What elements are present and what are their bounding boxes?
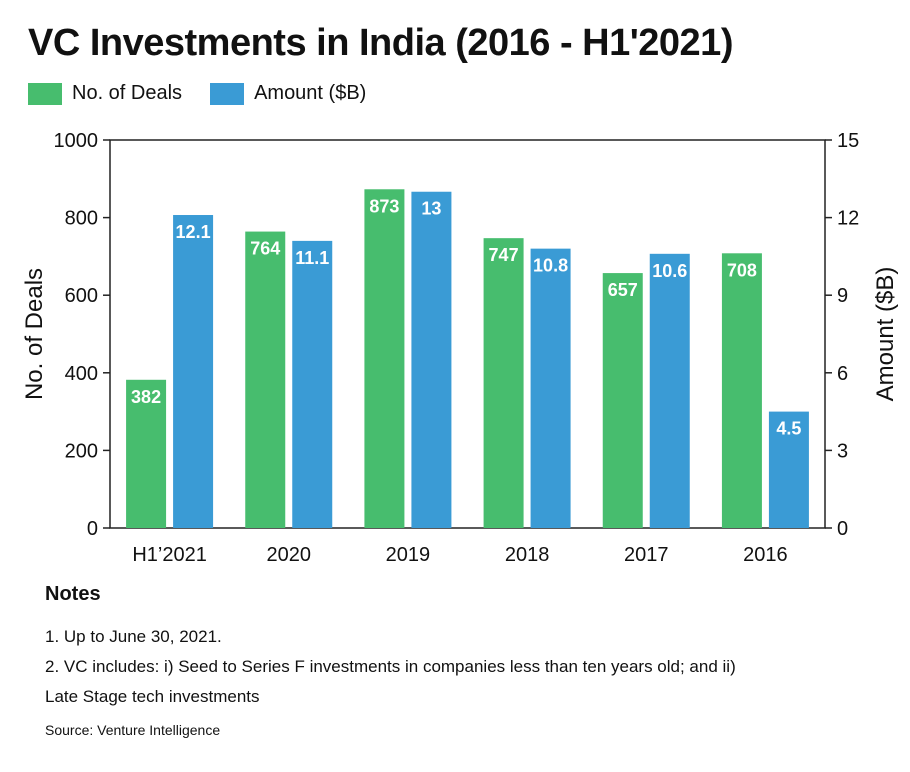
- amount-bar: [530, 248, 571, 528]
- amount-bar-label: 4.5: [776, 419, 801, 439]
- x-tick-label: 2018: [505, 544, 550, 566]
- y2-tick-label: 12: [837, 208, 859, 230]
- x-tick-label: 2020: [267, 544, 312, 566]
- deals-bar: [245, 231, 286, 528]
- amount-bar: [173, 215, 214, 528]
- y2-tick-label: 0: [837, 518, 848, 540]
- deals-bar: [126, 379, 167, 528]
- amount-bar-label: 10.8: [533, 256, 568, 276]
- x-tick-label: H1’2021: [132, 544, 207, 566]
- amount-bar-label: 10.6: [652, 261, 687, 281]
- notes: 1. Up to June 30, 2021. 2. VC includes: …: [45, 622, 875, 712]
- legend-swatch-deals: [28, 82, 62, 105]
- y-tick-label: 1000: [54, 130, 99, 152]
- amount-bar-label: 12.1: [176, 222, 211, 242]
- deals-bar-label: 764: [250, 239, 280, 259]
- deals-bar: [483, 238, 524, 528]
- plot-frame: [109, 139, 826, 529]
- note-line-3: Late Stage tech investments: [45, 687, 260, 706]
- y-tick-label: 400: [65, 363, 98, 385]
- source-note: Source: Venture Intelligence: [45, 722, 221, 738]
- y-tick-label: 200: [65, 440, 98, 462]
- bar-chart: 0 200 400 600 800 1000 0 3 6 9 12 15 No. of Deals Amo…: [21, 130, 899, 566]
- legend-item-deals: No. of Deals: [28, 82, 182, 105]
- deals-bar: [721, 253, 762, 528]
- deals-bar-label: 873: [369, 196, 399, 216]
- y2-tick-label: 15: [837, 130, 859, 152]
- x-tick-label: 2017: [624, 544, 669, 566]
- deals-bar-label: 747: [489, 245, 519, 265]
- deals-bar-label: 708: [727, 260, 757, 280]
- y-tick-label: 0: [87, 518, 98, 540]
- chart-title: VC Investments in India (2016 - H1'2021): [28, 22, 733, 64]
- deals-bar: [602, 273, 643, 528]
- y2-axis-title: Amount ($B): [872, 267, 899, 402]
- deals-bar-label: 657: [608, 280, 638, 300]
- y2-tick-label: 6: [837, 363, 848, 385]
- deals-bar: [364, 189, 405, 528]
- legend-label-amount: Amount ($B): [254, 82, 367, 104]
- legend: No. of Deals Amount ($B): [28, 82, 394, 105]
- amount-bar: [411, 191, 452, 528]
- deals-bar-label: 382: [131, 387, 161, 407]
- notes-title: Notes: [45, 583, 101, 605]
- amount-bar-label: 13: [421, 199, 441, 219]
- legend-swatch-amount: [210, 82, 245, 105]
- amount-bar: [649, 253, 690, 528]
- y2-tick-label: 9: [837, 285, 848, 307]
- note-line-2: 2. VC includes: i) Seed to Series F inve…: [45, 657, 736, 676]
- x-tick-label: 2016: [743, 544, 788, 566]
- legend-item-amount: Amount ($B): [210, 82, 366, 105]
- amount-bar: [768, 411, 809, 528]
- y2-tick-label: 3: [837, 440, 848, 462]
- amount-bar-label: 11.1: [295, 248, 329, 268]
- amount-bar: [292, 240, 333, 528]
- note-line-1: 1. Up to June 30, 2021.: [45, 627, 222, 646]
- legend-label-deals: No. of Deals: [72, 82, 183, 104]
- x-tick-label: 2019: [386, 544, 431, 566]
- y-tick-label: 800: [65, 208, 98, 230]
- y-axis-title: No. of Deals: [21, 268, 48, 400]
- y-tick-label: 600: [65, 285, 98, 307]
